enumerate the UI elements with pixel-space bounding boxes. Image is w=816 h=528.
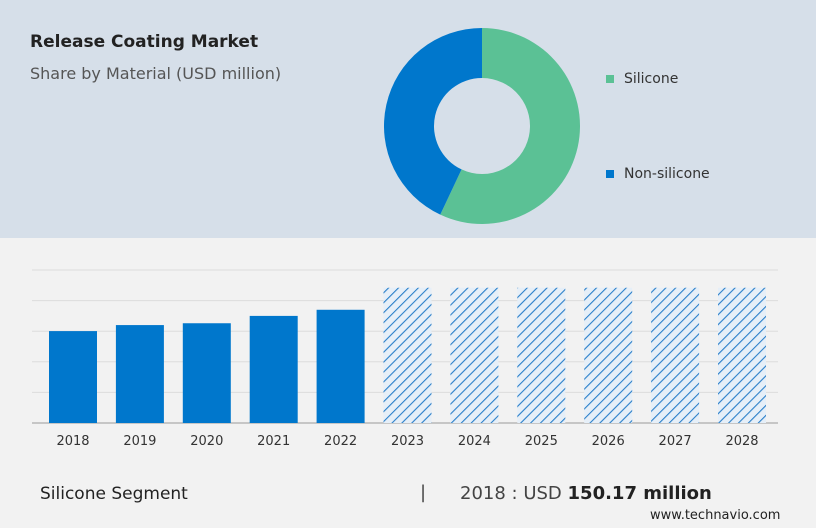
- x-tick-label: 2027: [659, 434, 692, 449]
- legend-silicone: Silicone: [606, 71, 678, 87]
- x-tick-label: 2022: [324, 434, 357, 449]
- bar-2025: [517, 287, 566, 423]
- bar-2028: [718, 287, 766, 423]
- x-tick-label: 2028: [725, 434, 758, 449]
- x-tick-label: 2026: [592, 434, 625, 449]
- bar-2021: [249, 315, 298, 423]
- x-tick-label: 2025: [525, 434, 558, 449]
- separator: |: [420, 482, 427, 503]
- donut-chart: [383, 27, 580, 224]
- chart-title: Release Coating Market: [30, 32, 259, 52]
- x-tick-label: 2018: [56, 434, 89, 449]
- x-tick-label: 2019: [123, 434, 156, 449]
- bar-2019: [115, 325, 164, 423]
- x-tick-label: 2021: [257, 434, 290, 449]
- donut-slice-non-silicone: [383, 27, 482, 215]
- source-url: www.technavio.com: [650, 508, 781, 523]
- legend-label: Non-silicone: [624, 166, 710, 182]
- bar-chart: 2018 2019 2020 2021 2022 2023 2024 2025 2026 2027…: [32, 269, 778, 449]
- legend-label: Silicone: [624, 71, 679, 87]
- bar-2018: [49, 331, 97, 423]
- donut-slice-silicone: [440, 28, 580, 224]
- bar-2026: [584, 287, 633, 423]
- chart-subtitle: Share by Material (USD million): [30, 64, 282, 83]
- x-tick-label: 2024: [458, 434, 491, 449]
- value-amount: 150.17 million: [567, 483, 712, 504]
- bar-2020: [182, 323, 231, 423]
- x-tick-label: 2020: [190, 434, 223, 449]
- legend-swatch: [606, 75, 614, 83]
- value-prefix: 2018 : USD: [460, 483, 562, 504]
- bar-2024: [450, 287, 499, 423]
- bar-2022: [316, 309, 365, 423]
- legend-swatch: [606, 170, 614, 178]
- segment-label: Silicone Segment: [40, 484, 188, 504]
- bar-2023: [383, 287, 432, 423]
- legend-non-silicone: Non-silicone: [606, 166, 710, 182]
- x-tick-label: 2023: [391, 434, 424, 449]
- segment-value: 2018 : USD 150.17 million: [460, 483, 712, 504]
- bar-2027: [651, 287, 700, 423]
